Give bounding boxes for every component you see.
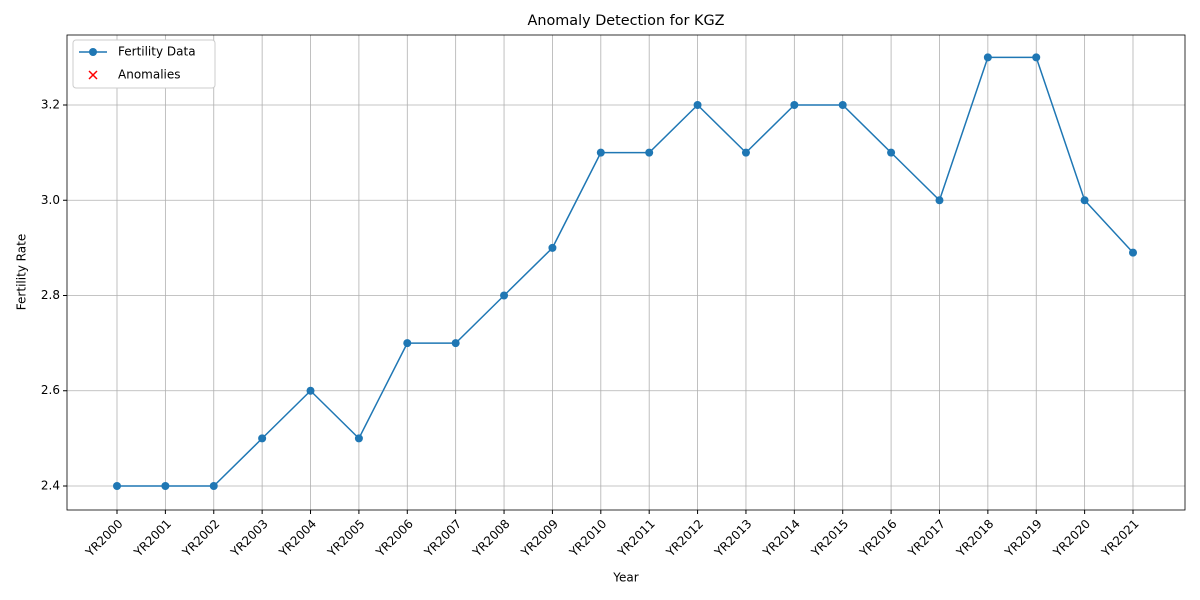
data-point xyxy=(887,148,896,157)
data-point xyxy=(596,148,605,157)
x-tick-label: YR2010 xyxy=(566,517,609,560)
y-tick-label: 3.0 xyxy=(41,193,60,207)
data-point xyxy=(113,481,121,490)
x-tick-label: YR2009 xyxy=(518,517,561,560)
x-tick-label: YR2003 xyxy=(227,517,270,560)
x-tick-label: YR2007 xyxy=(421,517,464,560)
x-tick-label: YR2021 xyxy=(1098,517,1141,560)
marker-stroke xyxy=(88,70,98,80)
x-tick-label: YR2018 xyxy=(953,517,996,560)
legend: Fertility Data Anomalies xyxy=(72,39,216,89)
x-tick-label: YR2013 xyxy=(711,517,754,560)
x-tick-label: YR2000 xyxy=(82,517,125,560)
data-point xyxy=(306,386,315,395)
data-point xyxy=(161,481,170,490)
x-tick-label: YR2019 xyxy=(1002,517,1045,560)
x-tick-label: YR2014 xyxy=(760,517,803,560)
plot-frame xyxy=(66,34,1186,511)
x-axis-label: Year xyxy=(612,571,638,585)
data-point xyxy=(1032,53,1041,62)
series-line xyxy=(117,56,1134,487)
x-tick-label: YR2006 xyxy=(373,517,416,560)
data-point xyxy=(838,101,847,110)
data-point xyxy=(500,291,509,300)
legend-marker xyxy=(89,48,97,56)
data-point xyxy=(451,339,460,348)
data-point xyxy=(645,148,654,157)
data-point xyxy=(1129,248,1137,257)
x-tick-label: YR2001 xyxy=(131,517,174,560)
x-tick-label: YR2017 xyxy=(905,517,948,560)
data-point xyxy=(354,434,363,443)
x-tick-label: YR2016 xyxy=(856,517,899,560)
y-tick-label: 3.2 xyxy=(41,98,60,112)
x-tick-label: YR2020 xyxy=(1050,517,1093,560)
x-tick-label: YR2002 xyxy=(179,517,222,560)
legend-box xyxy=(72,39,216,89)
x-tick-label: YR2008 xyxy=(469,517,512,560)
data-point xyxy=(935,196,944,205)
data-point xyxy=(1080,196,1089,205)
x-tick-label: YR2012 xyxy=(663,517,706,560)
x-tick-label: YR2005 xyxy=(324,517,367,560)
legend-label: Fertility Data xyxy=(118,45,196,59)
x-tick-label: YR2004 xyxy=(276,517,319,560)
data-point xyxy=(209,481,218,490)
data-point xyxy=(548,243,557,252)
data-point xyxy=(258,434,267,443)
legend-marker xyxy=(88,70,98,80)
y-tick-label: 2.4 xyxy=(41,478,60,492)
y-tick-label: 2.6 xyxy=(41,383,60,397)
data-point xyxy=(403,339,412,348)
data-point xyxy=(983,53,992,62)
data-point xyxy=(790,101,799,110)
data-point xyxy=(693,101,702,110)
x-tick-label: YR2011 xyxy=(614,517,657,560)
x-tick-label: YR2015 xyxy=(808,517,851,560)
data-point xyxy=(741,148,750,157)
y-axis-label: Fertility Rate xyxy=(15,234,29,310)
y-tick-label: 2.8 xyxy=(41,288,60,302)
legend-label: Anomalies xyxy=(118,68,181,82)
chart-title: Anomaly Detection for KGZ xyxy=(528,13,725,29)
